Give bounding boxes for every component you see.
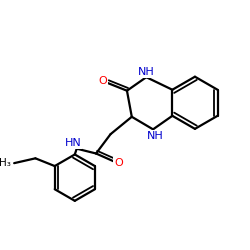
Text: H₃: H₃ bbox=[0, 158, 10, 168]
Text: O: O bbox=[98, 76, 107, 86]
Text: HN: HN bbox=[64, 138, 81, 148]
Text: NH: NH bbox=[138, 67, 155, 77]
Text: O: O bbox=[114, 158, 123, 168]
Text: NH: NH bbox=[146, 131, 163, 141]
